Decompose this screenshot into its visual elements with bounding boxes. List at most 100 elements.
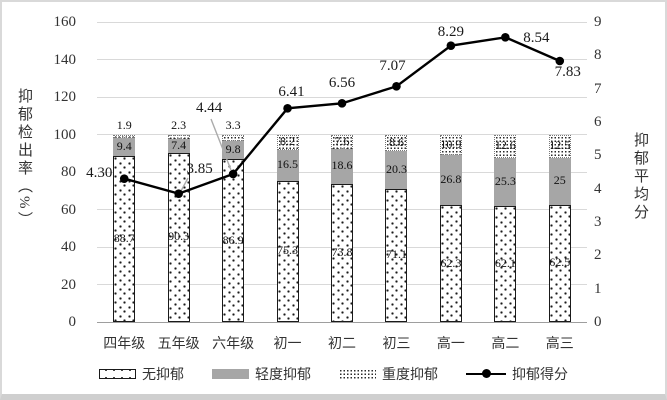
x-axis-category-label: 高三 [545, 337, 574, 352]
right-axis-tick-label: 7 [594, 80, 602, 97]
score-line-marker [283, 104, 292, 113]
bar-value-label: 9.8 [225, 141, 241, 156]
bar-segment-severe-depression [494, 134, 517, 159]
score-line-marker [392, 82, 401, 91]
score-line-marker [228, 169, 238, 179]
bar-value-label: 25.3 [494, 173, 516, 188]
bar-value-label: 25 [553, 173, 566, 188]
legend-label: 轻度抑郁 [255, 368, 311, 383]
dotted-white-box-legend-swatch-icon [99, 369, 136, 379]
score-line-marker [446, 41, 456, 50]
bar-value-label: 1.9 [116, 117, 132, 132]
bar-segment-mild-depression [548, 157, 571, 205]
right-axis-tick-label: 1 [594, 280, 602, 297]
bar-value-label: 12.5 [549, 138, 571, 153]
score-point-label: 4.44 [195, 100, 223, 116]
legend-item: 无抑郁 [99, 364, 184, 384]
bar-value-label: 86.9 [222, 232, 244, 247]
bar-segment-mild-depression [494, 158, 517, 206]
score-point-label: 8.29 [437, 23, 464, 40]
bar-segment-mild-depression [113, 138, 136, 156]
left-axis-tick-label: 40 [61, 239, 76, 255]
bar-value-label: 90.3 [168, 229, 190, 244]
bar-segment-severe-depression [113, 134, 136, 139]
bar-segment-mild-depression [439, 154, 462, 206]
score-point-label: 7.83 [554, 64, 581, 80]
bar-segment-mild-depression [331, 148, 353, 184]
x-axis-category-label: 高二 [491, 337, 520, 352]
x-axis-category-label: 高一 [436, 337, 465, 352]
bar-value-label: 75.3 [277, 243, 299, 258]
left-axis-title: 抑郁检出率（%） [16, 88, 32, 230]
bar-segment-severe-depression [439, 134, 462, 155]
bar-value-label: 20.3 [385, 161, 407, 176]
bar-value-label: 16.5 [277, 157, 299, 172]
score-point-label: 4.30 [86, 164, 113, 181]
bar-segment-severe-depression [167, 134, 190, 139]
bar-value-label: 2.3 [171, 117, 187, 132]
bar-segment-mild-depression [222, 140, 245, 160]
score-point-label: 7.07 [379, 58, 406, 75]
score-point-label: 8.54 [523, 30, 550, 47]
bar-segment-no-depression [494, 205, 517, 322]
bar-value-label: 62.5 [549, 255, 571, 270]
label-leader-line [180, 177, 189, 192]
left-axis-tick-label: 0 [68, 314, 77, 330]
bar-segment-no-depression [113, 155, 136, 322]
score-point-label: 3.85 [186, 160, 213, 177]
right-axis-title: 抑郁平均分 [632, 132, 648, 222]
right-axis-tick-label: 6 [594, 114, 602, 130]
bar-value-label: 3.3 [225, 117, 241, 132]
score-line-marker [337, 99, 347, 108]
right-axis-tick-label: 4 [594, 180, 602, 197]
bar-segment-no-depression [276, 180, 299, 322]
left-axis-tick-label: 100 [53, 126, 77, 143]
gridline [97, 21, 587, 23]
bar-value-label: 7.4 [171, 137, 187, 152]
bar-value-label: 88.7 [113, 230, 135, 245]
left-axis-tick-label: 140 [53, 51, 77, 68]
bar-segment-no-depression [385, 188, 408, 322]
left-axis-tick-label: 120 [53, 89, 77, 105]
bar-segment-mild-depression [276, 149, 299, 181]
left-axis-tick-label: 20 [61, 276, 76, 293]
right-axis-tick-label: 2 [594, 247, 602, 264]
bar-segment-no-depression [167, 152, 190, 322]
legend-item: 轻度抑郁 [212, 364, 311, 384]
bar-segment-no-depression [331, 183, 353, 322]
line-marker-legend-swatch-icon [466, 369, 506, 379]
x-axis-line [97, 321, 587, 323]
legend-label: 抑郁得分 [512, 368, 568, 383]
bar-value-label: 9.4 [116, 138, 132, 153]
legend-item: 抑郁得分 [466, 364, 568, 384]
bar-segment-severe-depression [548, 134, 571, 158]
bar-value-label: 10.9 [440, 136, 462, 151]
bar-value-label: 26.8 [440, 172, 462, 187]
legend-label: 重度抑郁 [382, 368, 438, 383]
legend: 无抑郁 轻度抑郁 重度抑郁 抑郁得分 [2, 364, 665, 384]
score-point-label: 6.56 [328, 75, 356, 92]
score-line-marker [555, 56, 565, 66]
bar-value-label: 71.1 [385, 247, 407, 262]
bar-segment-severe-depression [222, 134, 245, 141]
score-line-marker [501, 33, 510, 42]
bar-value-label: 8.6 [388, 134, 404, 149]
score-line-marker [119, 174, 129, 183]
x-axis-category-label: 六年级 [212, 337, 255, 352]
bar-segment-no-depression [548, 204, 571, 322]
bar-segment-severe-depression [331, 134, 353, 149]
bar-value-label: 62.3 [440, 255, 462, 270]
right-axis-tick-label: 9 [594, 14, 602, 30]
dense-dots-legend-swatch-icon [339, 369, 376, 379]
left-axis-tick-label: 160 [53, 14, 77, 30]
bar-value-label: 62.1 [494, 255, 516, 270]
right-axis-tick-label: 3 [594, 214, 602, 230]
score-point-label: 6.41 [278, 84, 305, 101]
right-axis-tick-label: 8 [594, 47, 602, 64]
x-axis-category-label: 四年级 [103, 337, 146, 352]
right-axis-tick-label: 5 [594, 147, 602, 164]
bar-segment-mild-depression [385, 150, 408, 189]
legend-item: 重度抑郁 [339, 364, 438, 384]
